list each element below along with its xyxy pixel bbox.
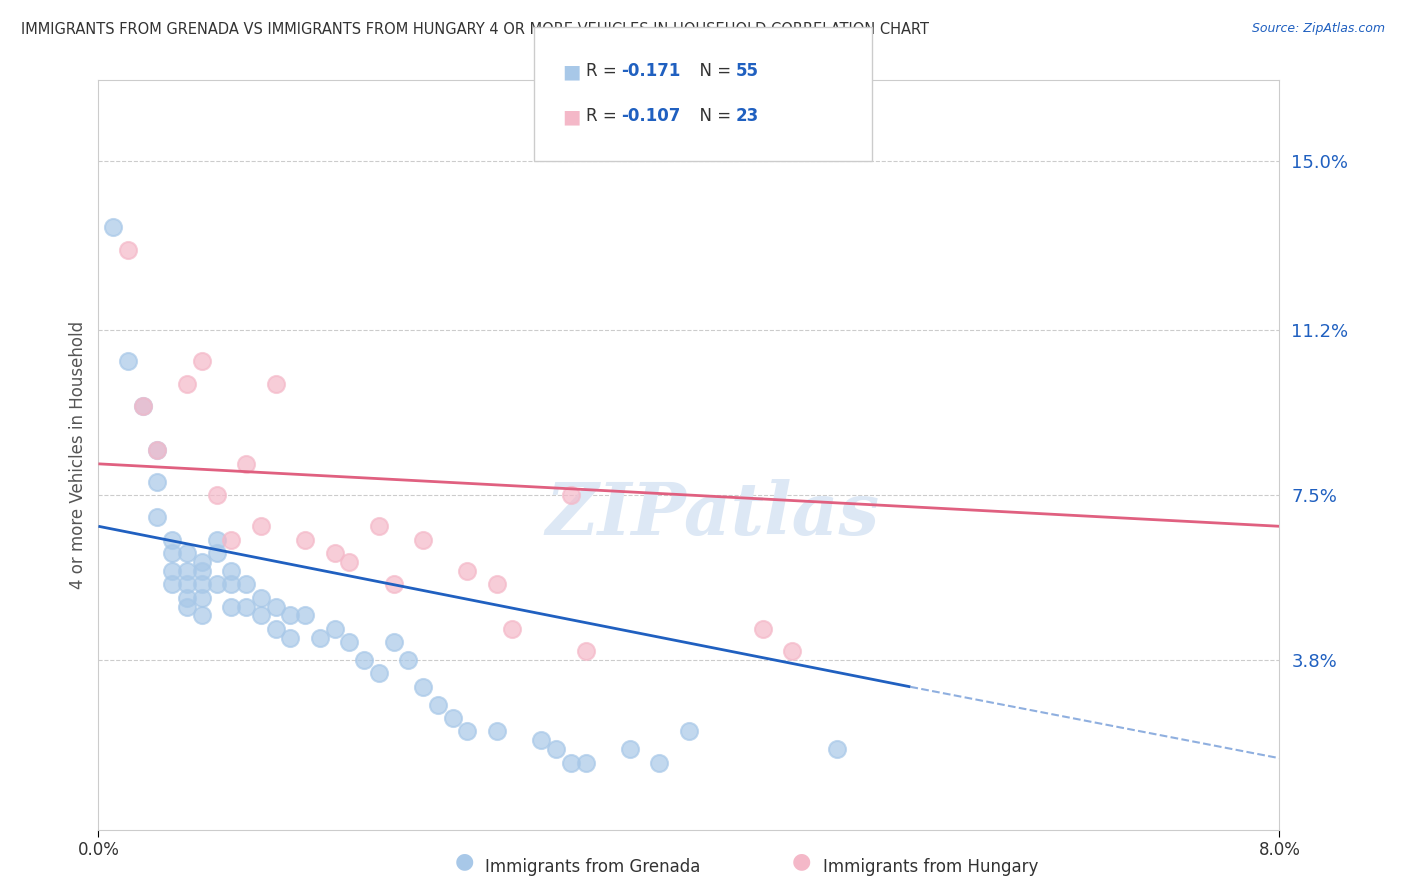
Point [339,555,361,569]
Point [205,577,228,591]
Point [162,546,183,560]
Point [412,680,434,694]
Point [280,631,302,645]
Point [398,653,420,667]
Point [205,546,228,560]
Point [235,577,257,591]
Point [427,698,450,712]
Point [782,644,804,658]
Point [162,533,183,547]
Point [250,608,273,623]
Point [457,564,479,578]
Text: ZIPatlas: ZIPatlas [546,479,880,550]
Text: ●: ● [792,851,811,871]
Point [117,354,139,368]
Point [264,376,287,391]
Text: Immigrants from Hungary: Immigrants from Hungary [823,858,1038,876]
Point [575,756,598,770]
Point [146,475,169,489]
Point [382,577,405,591]
Point [146,443,169,458]
Point [560,488,582,502]
Point [501,622,523,636]
Point [546,742,568,756]
Text: ●: ● [454,851,474,871]
Text: R =: R = [586,107,623,125]
Point [117,243,139,257]
Point [176,546,198,560]
Point [221,577,243,591]
Text: ■: ■ [562,107,581,126]
Point [176,376,198,391]
Point [382,635,405,649]
Text: 23: 23 [735,107,759,125]
Point [323,546,346,560]
Point [486,724,509,739]
Point [176,564,198,578]
Point [368,666,391,681]
Point [191,591,214,605]
Point [146,510,169,524]
Point [235,599,257,614]
Point [280,608,302,623]
Point [191,577,214,591]
Point [560,756,582,770]
Point [368,519,391,533]
Point [678,724,700,739]
Text: 55: 55 [735,62,758,80]
Point [162,577,183,591]
Point [205,488,228,502]
Point [235,457,257,471]
Point [264,599,287,614]
Point [103,220,125,235]
Text: N =: N = [689,107,737,125]
Point [162,564,183,578]
Text: -0.107: -0.107 [621,107,681,125]
Point [250,519,273,533]
Point [323,622,346,636]
Point [132,399,155,413]
Text: ■: ■ [562,62,581,81]
Y-axis label: 4 or more Vehicles in Household: 4 or more Vehicles in Household [69,321,87,589]
Point [353,653,375,667]
Point [146,443,169,458]
Point [191,555,214,569]
Point [176,599,198,614]
Point [221,564,243,578]
Point [619,742,641,756]
Point [250,591,273,605]
Point [575,644,598,658]
Point [264,622,287,636]
Text: N =: N = [689,62,737,80]
Text: R =: R = [586,62,623,80]
Point [825,742,848,756]
Text: IMMIGRANTS FROM GRENADA VS IMMIGRANTS FROM HUNGARY 4 OR MORE VEHICLES IN HOUSEHO: IMMIGRANTS FROM GRENADA VS IMMIGRANTS FR… [21,22,929,37]
Point [176,591,198,605]
Point [176,577,198,591]
Point [132,399,155,413]
Point [221,599,243,614]
Point [191,608,214,623]
Point [752,622,775,636]
Point [205,533,228,547]
Point [309,631,332,645]
Point [191,564,214,578]
Point [294,608,316,623]
Point [530,733,553,747]
Point [412,533,434,547]
Point [648,756,671,770]
Point [221,533,243,547]
Point [339,635,361,649]
Text: -0.171: -0.171 [621,62,681,80]
Text: Immigrants from Grenada: Immigrants from Grenada [485,858,700,876]
Point [294,533,316,547]
Point [441,711,464,725]
Point [191,354,214,368]
Point [486,577,509,591]
Point [457,724,479,739]
Text: Source: ZipAtlas.com: Source: ZipAtlas.com [1251,22,1385,36]
